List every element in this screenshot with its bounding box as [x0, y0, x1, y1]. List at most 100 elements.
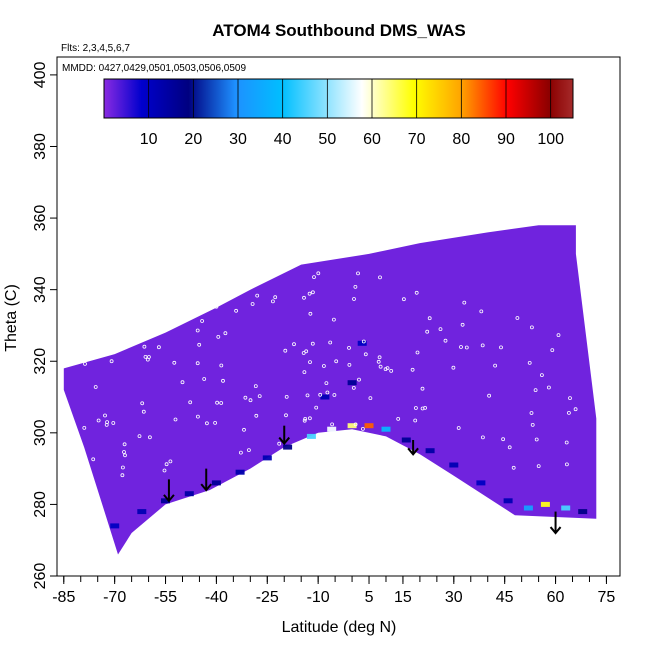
sample-point: [173, 417, 178, 422]
sample-point: [219, 363, 224, 368]
sample-point: [121, 465, 125, 470]
field-cell: [578, 509, 588, 515]
sample-point: [200, 319, 205, 323]
sample-point: [321, 364, 326, 368]
sample-point: [352, 297, 356, 301]
arrow-head: [278, 436, 291, 446]
sample-point: [242, 427, 246, 432]
sample-point: [250, 302, 255, 306]
sample-point: [141, 409, 146, 414]
x-tick-label: 15: [394, 589, 412, 606]
field-cell: [401, 437, 411, 443]
sample-point: [530, 422, 535, 427]
colorbar-tick-label: 50: [318, 131, 336, 148]
sample-point: [243, 395, 248, 400]
sample-point: [119, 327, 124, 332]
sample-point: [347, 362, 352, 367]
x-tick-label: 30: [445, 589, 463, 606]
arrow-head: [163, 494, 175, 503]
sample-point: [357, 377, 361, 382]
dates-label: MMDD: 0427,0429,0501,0503,0506,0509: [62, 63, 246, 74]
field-cell: [357, 340, 367, 346]
sample-point: [534, 437, 539, 442]
sample-point: [415, 350, 420, 355]
sample-point: [507, 445, 512, 450]
sample-point: [310, 290, 315, 295]
sample-point: [172, 360, 177, 365]
colorbar-tick-lines: [148, 79, 552, 118]
sample-point: [83, 361, 87, 366]
colorbar-tick-label: 80: [452, 131, 470, 148]
sample-point: [118, 335, 122, 340]
sample-point: [91, 457, 96, 462]
sample-point: [456, 426, 461, 430]
sample-point: [567, 410, 571, 415]
field-cell: [503, 498, 513, 504]
field-cell: [262, 455, 272, 461]
sample-point: [550, 348, 555, 353]
sample-point: [82, 425, 87, 430]
sample-point: [109, 359, 114, 364]
sample-point: [303, 416, 308, 421]
colorbar-tick-label: 30: [229, 131, 247, 148]
colorbar-tick-label: 70: [408, 131, 426, 148]
x-tick-label: -25: [256, 589, 279, 606]
sample-point: [334, 359, 339, 364]
sample-point: [213, 420, 218, 425]
sample-point: [221, 378, 225, 383]
sample-point: [480, 343, 485, 348]
y-axis: 260 280 300 320 340 360 380 400: [32, 61, 57, 589]
field-cell: [347, 380, 357, 386]
field-cell: [184, 491, 194, 497]
sample-point: [351, 385, 356, 390]
sample-point: [540, 373, 544, 378]
sample-point: [332, 393, 337, 397]
sample-point: [165, 309, 170, 314]
arrow-head: [407, 447, 419, 456]
sample-point: [283, 348, 288, 353]
sample-point: [215, 400, 220, 405]
sample-point: [302, 370, 307, 375]
sample-point: [284, 394, 289, 399]
sample-point: [324, 381, 329, 386]
y-tick-label: 380: [32, 133, 49, 160]
sample-point: [120, 473, 125, 478]
sample-point: [396, 416, 401, 421]
y-tick-label: 260: [32, 563, 49, 590]
sample-point: [480, 435, 485, 440]
colorbar-tick-label: 60: [363, 131, 381, 148]
field-cell: [364, 423, 374, 429]
sample-point: [511, 465, 516, 470]
sample-point: [162, 468, 167, 473]
sample-point: [202, 377, 207, 381]
sample-point: [459, 345, 463, 349]
sample-point: [273, 295, 278, 300]
sample-point: [573, 407, 578, 412]
sample-point: [310, 341, 315, 346]
field-cell: [306, 433, 316, 439]
field-cell: [523, 505, 533, 511]
sample-point: [378, 275, 382, 280]
sample-point: [216, 334, 221, 339]
y-tick-label: 400: [32, 61, 49, 88]
sample-point: [443, 338, 448, 343]
sample-point: [347, 345, 351, 350]
sample-point: [413, 406, 418, 410]
sample-point: [137, 434, 142, 439]
x-tick-label: 60: [547, 589, 565, 606]
sample-point: [353, 284, 358, 289]
sample-point: [547, 385, 551, 390]
sample-point: [164, 462, 169, 467]
sample-point: [530, 325, 534, 330]
sample-point: [527, 360, 532, 365]
sample-point: [195, 328, 200, 333]
x-tick-label: -10: [307, 589, 330, 606]
sample-point: [314, 405, 319, 410]
sample-points: [82, 271, 578, 478]
x-tick-label: -70: [103, 589, 126, 606]
sample-point: [427, 316, 432, 321]
sample-point: [493, 363, 498, 368]
chart-title: ATOM4 Southbound DMS_WAS: [212, 21, 465, 40]
sample-point: [410, 367, 415, 372]
sample-point: [363, 352, 368, 357]
